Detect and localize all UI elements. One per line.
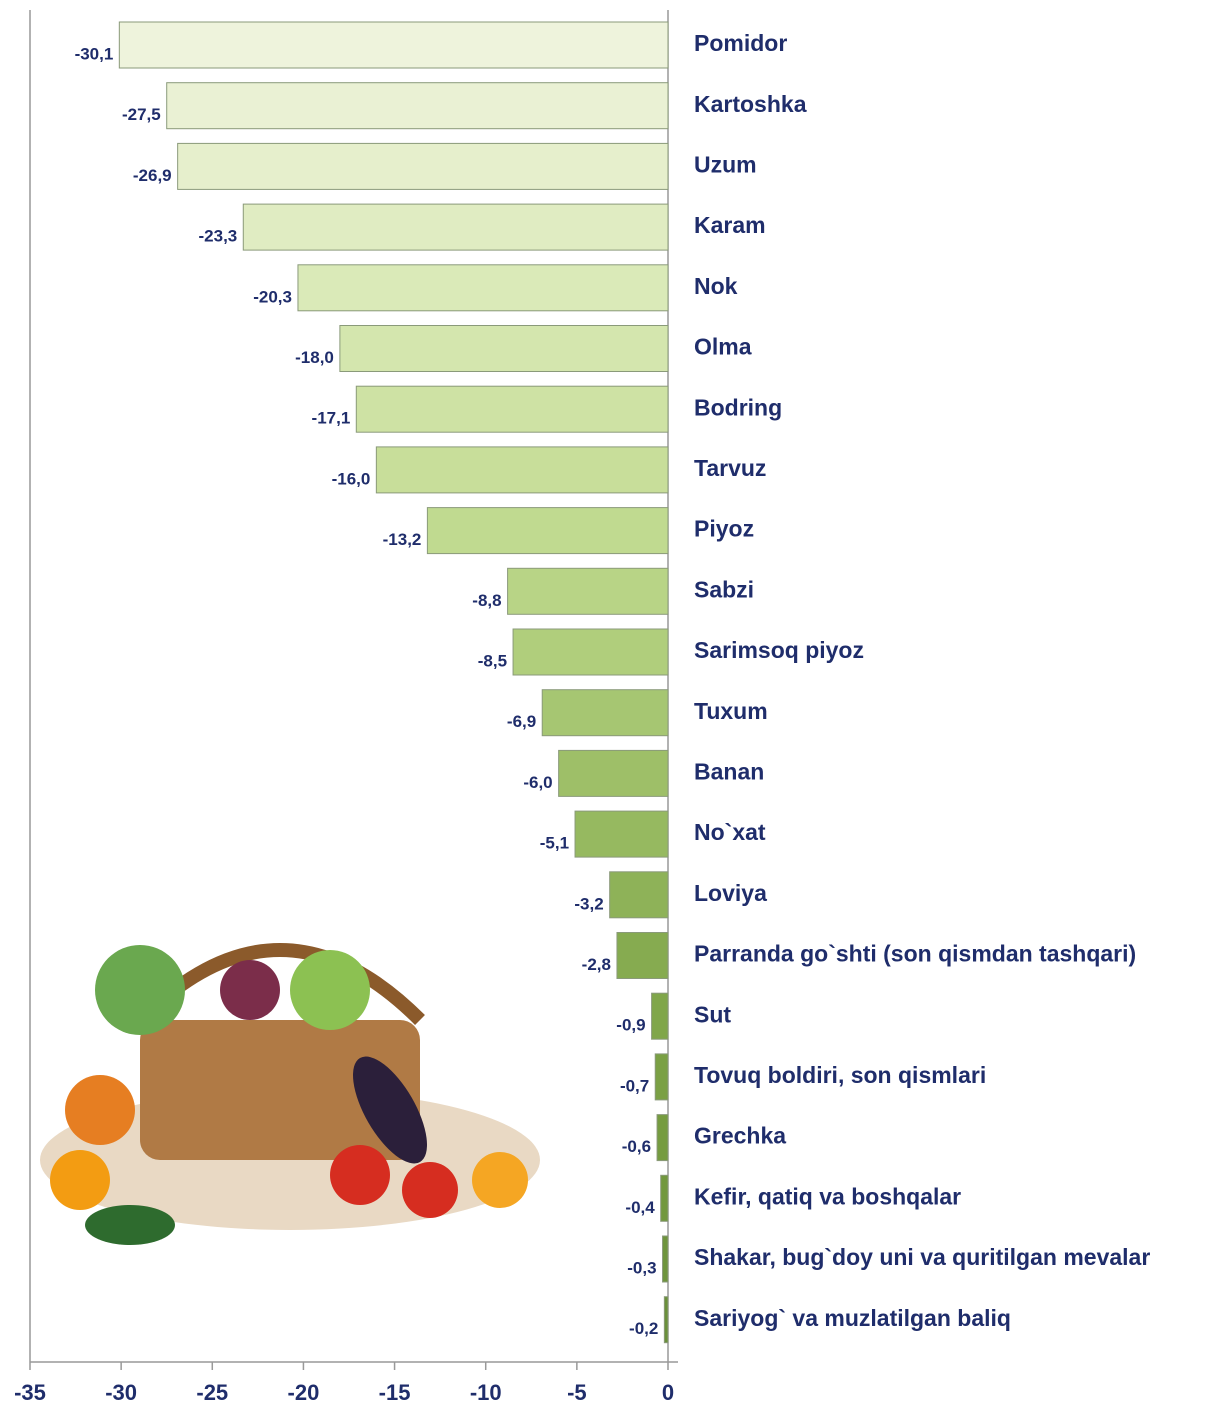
value-label: -0,9 (616, 1016, 645, 1035)
value-label: -8,8 (472, 591, 501, 610)
value-label: -0,2 (629, 1319, 658, 1338)
category-label: Piyoz (694, 516, 754, 542)
bar (575, 811, 668, 857)
x-tick-label: -5 (567, 1380, 587, 1405)
bar (427, 508, 668, 554)
bar (652, 993, 668, 1039)
category-label: Grechka (694, 1123, 786, 1149)
category-label: Sarimsoq piyoz (694, 637, 864, 663)
x-tick-label: -25 (196, 1380, 228, 1405)
value-label: -0,4 (625, 1198, 655, 1217)
category-label: Tuxum (694, 698, 768, 724)
category-label: Kartoshka (694, 91, 807, 117)
bar (663, 1236, 668, 1282)
bar (356, 386, 668, 432)
value-label: -0,3 (627, 1258, 656, 1277)
x-tick-label: 0 (662, 1380, 674, 1405)
value-label: -2,8 (582, 955, 611, 974)
category-label: Sariyog` va muzlatilgan baliq (694, 1305, 1011, 1331)
value-label: -30,1 (75, 44, 114, 63)
value-label: -0,7 (620, 1076, 649, 1095)
x-tick-label: -35 (14, 1380, 46, 1405)
page: {"chart_data": {"type": "hbar", "categor… (0, 0, 1229, 1407)
category-label: Tarvuz (694, 455, 766, 481)
bar (376, 447, 668, 493)
bar (340, 326, 668, 372)
bar (655, 1054, 668, 1100)
bar (610, 872, 668, 918)
bar (508, 568, 668, 614)
x-tick-label: -30 (105, 1380, 137, 1405)
value-label: -18,0 (295, 348, 334, 367)
value-label: -20,3 (253, 287, 292, 306)
value-label: -5,1 (540, 834, 569, 853)
category-label: Tovuq boldiri, son qismlari (694, 1062, 986, 1088)
bar (657, 1115, 668, 1161)
category-label: Sabzi (694, 576, 754, 602)
category-label: Banan (694, 758, 764, 784)
x-tick-label: -15 (379, 1380, 411, 1405)
value-label: -3,2 (574, 894, 603, 913)
value-label: -26,9 (133, 166, 172, 185)
category-label: Kefir, qatiq va boshqalar (694, 1183, 961, 1209)
category-label: Karam (694, 212, 766, 238)
bar (664, 1297, 668, 1343)
bar (661, 1175, 668, 1221)
category-label: Parranda go`shti (son qismdan tashqari) (694, 941, 1136, 967)
value-label: -0,6 (622, 1137, 651, 1156)
bar (617, 933, 668, 979)
category-label: Olma (694, 334, 752, 360)
bar (167, 83, 668, 129)
bar (542, 690, 668, 736)
basket-illustration (40, 945, 540, 1245)
value-label: -8,5 (478, 651, 507, 670)
value-label: -16,0 (332, 469, 371, 488)
value-label: -27,5 (122, 105, 161, 124)
category-label: Sut (694, 1001, 731, 1027)
x-tick-label: -20 (288, 1380, 320, 1405)
bar (298, 265, 668, 311)
category-label: Loviya (694, 880, 767, 906)
value-label: -6,9 (507, 712, 536, 731)
category-label: Pomidor (694, 30, 787, 56)
x-tick-label: -10 (470, 1380, 502, 1405)
bar (178, 143, 668, 189)
category-label: Uzum (694, 151, 757, 177)
bar (243, 204, 668, 250)
category-label: No`xat (694, 819, 766, 845)
chart: -35 -30 -25 -20 -15 -10 -5 0 -30,1 Pomidor -27,5 Ka… (0, 0, 1229, 1407)
category-label: Bodring (694, 394, 782, 420)
category-label: Nok (694, 273, 738, 299)
value-label: -13,2 (383, 530, 422, 549)
value-label: -17,1 (312, 409, 351, 428)
value-label: -6,0 (523, 773, 552, 792)
value-label: -23,3 (199, 227, 238, 246)
bar (559, 750, 668, 796)
bar (119, 22, 668, 68)
category-label: Shakar, bug`doy uni va quritilgan mevala… (694, 1244, 1150, 1270)
bar (513, 629, 668, 675)
